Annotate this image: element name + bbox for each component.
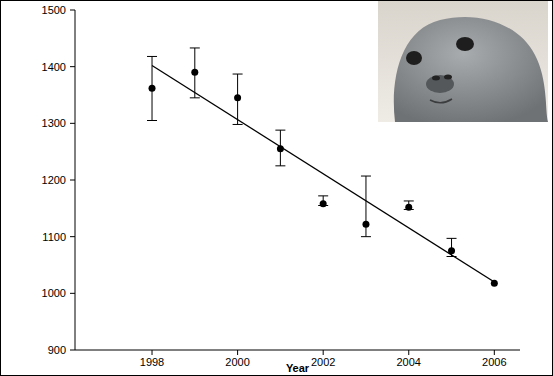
error-cap-high <box>190 47 200 48</box>
y-tick <box>70 293 75 294</box>
y-tick-label: 1000 <box>42 287 66 299</box>
data-point <box>405 204 412 211</box>
x-tick-label: 2002 <box>311 356 335 368</box>
chart: 900 1000 1100 1200 1300 1400 1500 1998 2000 2002 2… <box>0 0 553 376</box>
error-cap-high <box>233 74 243 75</box>
error-cap-low <box>190 97 200 98</box>
error-bar <box>275 130 285 166</box>
error-cap-low <box>275 165 285 166</box>
x-tick-label: 2006 <box>482 356 506 368</box>
x-tick <box>152 350 153 355</box>
seal-muzzle <box>426 75 454 93</box>
error-cap-high <box>275 130 285 131</box>
x-axis-label: Year <box>286 362 310 374</box>
error-bar <box>361 176 371 237</box>
data-point <box>234 94 241 101</box>
x-tick-label: 1998 <box>140 356 164 368</box>
plot-area <box>147 48 498 287</box>
x-tick <box>237 350 238 355</box>
y-tick <box>70 123 75 124</box>
x-tick <box>323 350 324 355</box>
y-tick-label: 1200 <box>42 174 66 186</box>
y-tick-label: 1400 <box>42 61 66 73</box>
y-tick-label: 900 <box>48 344 66 356</box>
data-point <box>191 69 198 76</box>
x-tick-label: 2000 <box>225 356 249 368</box>
y-tick-label: 1100 <box>42 231 66 243</box>
data-point <box>362 221 369 228</box>
y-tick <box>70 180 75 181</box>
seal-nostril <box>444 75 452 80</box>
error-cap-low <box>147 120 157 121</box>
error-cap-high <box>447 238 457 239</box>
x-axis <box>75 350 520 351</box>
y-tick <box>70 350 75 351</box>
y-tick-label: 1500 <box>42 4 66 16</box>
error-cap-high <box>404 200 414 201</box>
x-tick <box>494 350 495 355</box>
seal-photo <box>378 1 548 122</box>
photo-background <box>378 1 548 122</box>
error-cap-low <box>361 236 371 237</box>
error-cap-low <box>233 124 243 125</box>
data-point <box>149 85 156 92</box>
y-tick <box>70 66 75 67</box>
seal-head <box>394 17 548 122</box>
seal-eye <box>456 37 474 51</box>
y-tick <box>70 10 75 11</box>
y-tick <box>70 236 75 237</box>
x-tick-label: 2004 <box>397 356 421 368</box>
chart-frame <box>1 1 553 376</box>
seal-eye <box>406 51 422 65</box>
error-cap-high <box>147 56 157 57</box>
error-bar <box>447 238 457 256</box>
data-point <box>320 200 327 207</box>
seal-nostril <box>432 76 440 81</box>
error-cap-high <box>361 176 371 177</box>
chart-container: 900 1000 1100 1200 1300 1400 1500 1998 2000 2002 2… <box>0 0 553 376</box>
error-cap-high <box>318 195 328 196</box>
y-tick-label: 1300 <box>42 117 66 129</box>
seal-mouth <box>430 99 452 103</box>
x-tick <box>408 350 409 355</box>
